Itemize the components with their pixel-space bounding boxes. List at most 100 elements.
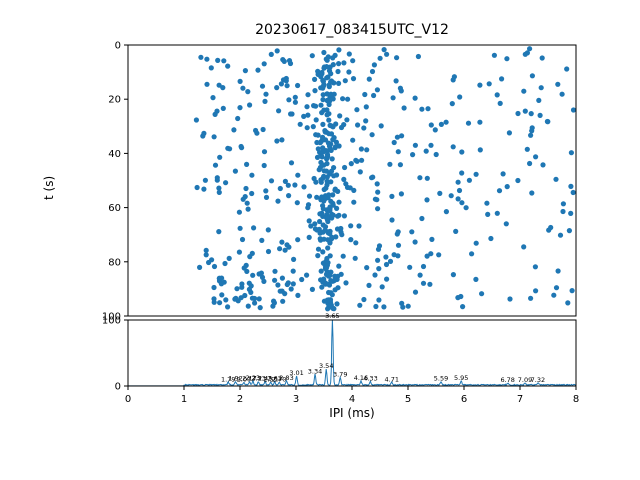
scatter-point <box>494 210 500 216</box>
scatter-point <box>343 280 349 286</box>
scatter-point <box>299 276 305 283</box>
scatter-point <box>420 263 427 270</box>
scatter-point <box>362 91 368 98</box>
scatter-point <box>301 184 307 190</box>
scatter-point <box>506 130 512 136</box>
scatter-point <box>320 249 326 255</box>
scatter-point <box>341 122 347 128</box>
scatter-point <box>211 299 217 305</box>
scatter-point <box>384 276 390 282</box>
scatter-point <box>539 55 545 61</box>
ipi-histogram-line <box>128 319 577 387</box>
scatter-point <box>220 85 226 91</box>
scatter-point <box>305 112 311 118</box>
scatter-point <box>466 177 472 183</box>
scatter-point <box>314 227 320 233</box>
scatter-point <box>320 134 326 140</box>
scatter-point <box>390 95 396 101</box>
scatter-point <box>364 147 370 153</box>
scatter-point <box>260 126 266 133</box>
scatter-point <box>459 200 465 206</box>
scatter-point <box>496 188 503 194</box>
scatter-point <box>361 125 367 131</box>
scatter-point <box>294 200 300 206</box>
scatter-point <box>231 127 237 133</box>
scatter-point <box>243 185 249 192</box>
y-tick-label: 20 <box>108 95 121 106</box>
scatter-point <box>524 146 530 152</box>
scatter-point <box>378 123 384 129</box>
scatter-point <box>312 221 318 227</box>
scatter-point <box>239 281 245 287</box>
scatter-point <box>239 236 246 243</box>
scatter-point <box>333 234 339 240</box>
scatter-point <box>389 193 395 199</box>
scatter-point <box>326 117 332 123</box>
scatter-point <box>450 144 456 150</box>
peak-annotation: 3.54 <box>319 362 333 370</box>
scatter-point <box>358 146 364 152</box>
peak-annotation: 1.79 <box>221 375 235 383</box>
scatter-point <box>216 185 222 191</box>
scatter-point <box>507 296 513 302</box>
scatter-point <box>292 94 298 100</box>
scatter-point <box>240 85 246 91</box>
peak-annotation: 2.55 <box>264 375 278 383</box>
scatter-point <box>330 62 336 68</box>
scatter-point <box>237 105 243 111</box>
scatter-point <box>285 182 291 188</box>
scatter-point <box>353 240 359 246</box>
scatter-point <box>268 51 274 58</box>
scatter-point <box>384 51 390 57</box>
scatter-point <box>310 124 316 130</box>
scatter-point <box>306 193 313 199</box>
scatter-point <box>412 142 418 148</box>
x-tick-label: 2 <box>237 394 243 405</box>
scatter-point <box>204 56 210 62</box>
scatter-point <box>234 286 240 292</box>
scatter-point <box>237 78 243 84</box>
scatter-point <box>324 57 330 63</box>
scatter-point <box>353 157 359 163</box>
scatter-point <box>222 260 228 267</box>
scatter-point <box>369 68 376 75</box>
scatter-point <box>479 291 485 297</box>
scatter-point <box>319 69 325 76</box>
peak-annotation: 4.16 <box>354 374 368 382</box>
scatter-point <box>218 281 224 287</box>
scatter-point <box>352 255 358 261</box>
scatter-point <box>383 254 389 260</box>
scatter-point <box>528 132 534 138</box>
scatter-point <box>221 58 227 64</box>
scatter-point <box>236 249 242 255</box>
scatter-point <box>381 47 387 53</box>
scatter-point <box>306 234 312 240</box>
scatter-point <box>463 205 469 211</box>
x-tick-label: 4 <box>349 394 355 405</box>
scatter-point <box>568 183 574 189</box>
scatter-point <box>570 107 577 113</box>
scatter-point <box>305 92 311 98</box>
scatter-point <box>317 164 323 171</box>
scatter-point <box>279 288 285 294</box>
scatter-point <box>448 193 454 199</box>
scatter-point <box>455 196 461 202</box>
scatter-point <box>343 181 349 187</box>
scatter-point <box>277 185 283 192</box>
scatter-point <box>340 253 346 259</box>
scatter-point <box>450 77 456 83</box>
scatter-point <box>318 179 324 185</box>
scatter-point <box>263 194 270 200</box>
scatter-point <box>504 184 510 190</box>
scatter-point <box>317 140 323 146</box>
peak-annotation: 3.34 <box>308 367 322 375</box>
scatter-point <box>351 199 357 205</box>
scatter-point <box>415 53 421 60</box>
scatter-point <box>357 302 363 308</box>
scatter-point <box>243 262 249 268</box>
scatter-point <box>371 62 377 68</box>
x-tick-label: 5 <box>405 394 411 405</box>
y-tick-label: 100 <box>102 316 121 327</box>
scatter-point <box>259 237 265 243</box>
x-tick-label: 8 <box>573 394 579 405</box>
